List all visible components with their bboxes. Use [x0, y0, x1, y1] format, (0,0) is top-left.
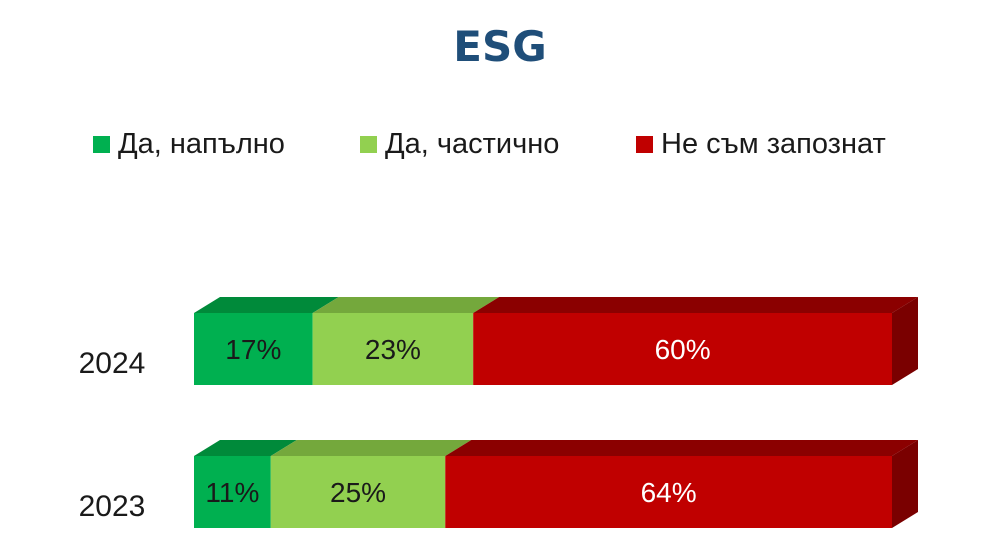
- bar-2024-0: [194, 313, 313, 385]
- legend-label-not-aware: Не съм запознат: [661, 128, 886, 160]
- bar-2023-2: [445, 456, 892, 528]
- category-label-2023: 2023: [79, 490, 146, 523]
- bar-2024-1: [312, 313, 474, 385]
- legend-item-partially: Да, частично: [360, 128, 559, 161]
- legend-item-not-aware: Не съм запознат: [636, 128, 886, 161]
- bar-2023-1: [270, 456, 446, 528]
- legend-swatch-fully: [93, 136, 110, 153]
- bar-top-2024-0: [194, 297, 339, 313]
- data-label-2023-1: 25%: [330, 477, 386, 508]
- legend: Да, напълно Да, частично Не съм запознат: [0, 128, 1000, 168]
- data-label-2023-2: 64%: [641, 477, 697, 508]
- data-label-2024-0: 17%: [225, 334, 281, 365]
- bar-side-2023: [892, 440, 918, 528]
- bar-top-2023-1: [270, 440, 472, 456]
- legend-label-fully: Да, напълно: [118, 128, 285, 160]
- legend-swatch-not-aware: [636, 136, 653, 153]
- bar-2023-0: [194, 456, 271, 528]
- category-label-2024: 2024: [79, 347, 146, 380]
- data-label-2024-1: 23%: [365, 334, 421, 365]
- legend-swatch-partially: [360, 136, 377, 153]
- data-label-2024-2: 60%: [655, 334, 711, 365]
- data-label-2023-0: 11%: [205, 477, 259, 508]
- legend-label-partially: Да, частично: [385, 128, 560, 160]
- bar-top-2023-0: [194, 440, 297, 456]
- bar-top-2024-2: [473, 297, 918, 313]
- bar-side-2024: [892, 297, 918, 385]
- bar-top-2024-1: [312, 297, 500, 313]
- bar-top-2023-2: [445, 440, 918, 456]
- bar-2024-2: [473, 313, 892, 385]
- chart-title: ESG: [453, 22, 547, 71]
- legend-item-fully: Да, напълно: [93, 128, 285, 161]
